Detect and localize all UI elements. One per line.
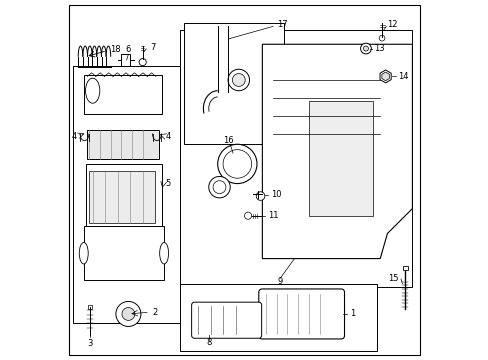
Polygon shape bbox=[381, 72, 388, 81]
Circle shape bbox=[122, 307, 135, 320]
Ellipse shape bbox=[79, 243, 88, 264]
Circle shape bbox=[256, 192, 264, 201]
Ellipse shape bbox=[85, 78, 100, 103]
Bar bbox=[73, 66, 180, 323]
Text: 2: 2 bbox=[152, 308, 157, 317]
Text: 13: 13 bbox=[373, 44, 384, 53]
Circle shape bbox=[208, 176, 230, 198]
Circle shape bbox=[213, 181, 225, 194]
Circle shape bbox=[244, 212, 251, 219]
Text: 16: 16 bbox=[223, 136, 233, 145]
Text: 3: 3 bbox=[87, 339, 93, 348]
Polygon shape bbox=[262, 44, 411, 258]
Bar bbox=[402, 266, 407, 270]
Circle shape bbox=[223, 150, 251, 178]
Text: 7: 7 bbox=[149, 43, 155, 52]
Circle shape bbox=[227, 69, 249, 91]
Text: 6: 6 bbox=[125, 45, 131, 54]
Text: 8: 8 bbox=[205, 338, 211, 347]
Text: 4: 4 bbox=[71, 131, 77, 140]
Bar bbox=[180, 30, 411, 287]
Circle shape bbox=[116, 301, 141, 327]
Circle shape bbox=[378, 35, 384, 41]
Circle shape bbox=[217, 144, 257, 184]
Polygon shape bbox=[379, 70, 390, 83]
Text: 18: 18 bbox=[110, 45, 121, 54]
FancyBboxPatch shape bbox=[121, 54, 130, 66]
Text: 1: 1 bbox=[349, 310, 354, 319]
Text: 15: 15 bbox=[387, 274, 397, 283]
Text: 9: 9 bbox=[277, 277, 282, 286]
Bar bbox=[183, 23, 283, 144]
Text: 17: 17 bbox=[276, 20, 286, 29]
FancyBboxPatch shape bbox=[258, 289, 344, 339]
Circle shape bbox=[363, 46, 367, 51]
Text: 4: 4 bbox=[165, 131, 170, 140]
FancyBboxPatch shape bbox=[191, 302, 261, 338]
Bar bbox=[87, 130, 159, 158]
Circle shape bbox=[232, 73, 244, 86]
Bar bbox=[180, 284, 376, 351]
Text: 5: 5 bbox=[165, 179, 170, 188]
Circle shape bbox=[360, 43, 370, 54]
Bar bbox=[85, 164, 162, 226]
Ellipse shape bbox=[160, 243, 168, 264]
Bar bbox=[308, 102, 372, 216]
FancyBboxPatch shape bbox=[83, 75, 162, 114]
Text: 10: 10 bbox=[271, 190, 281, 199]
Text: 14: 14 bbox=[397, 72, 408, 81]
Bar bbox=[88, 305, 92, 309]
Text: 12: 12 bbox=[386, 20, 397, 29]
Circle shape bbox=[139, 59, 146, 66]
Bar bbox=[89, 171, 155, 223]
Text: 11: 11 bbox=[268, 211, 278, 220]
Bar bbox=[83, 226, 164, 280]
